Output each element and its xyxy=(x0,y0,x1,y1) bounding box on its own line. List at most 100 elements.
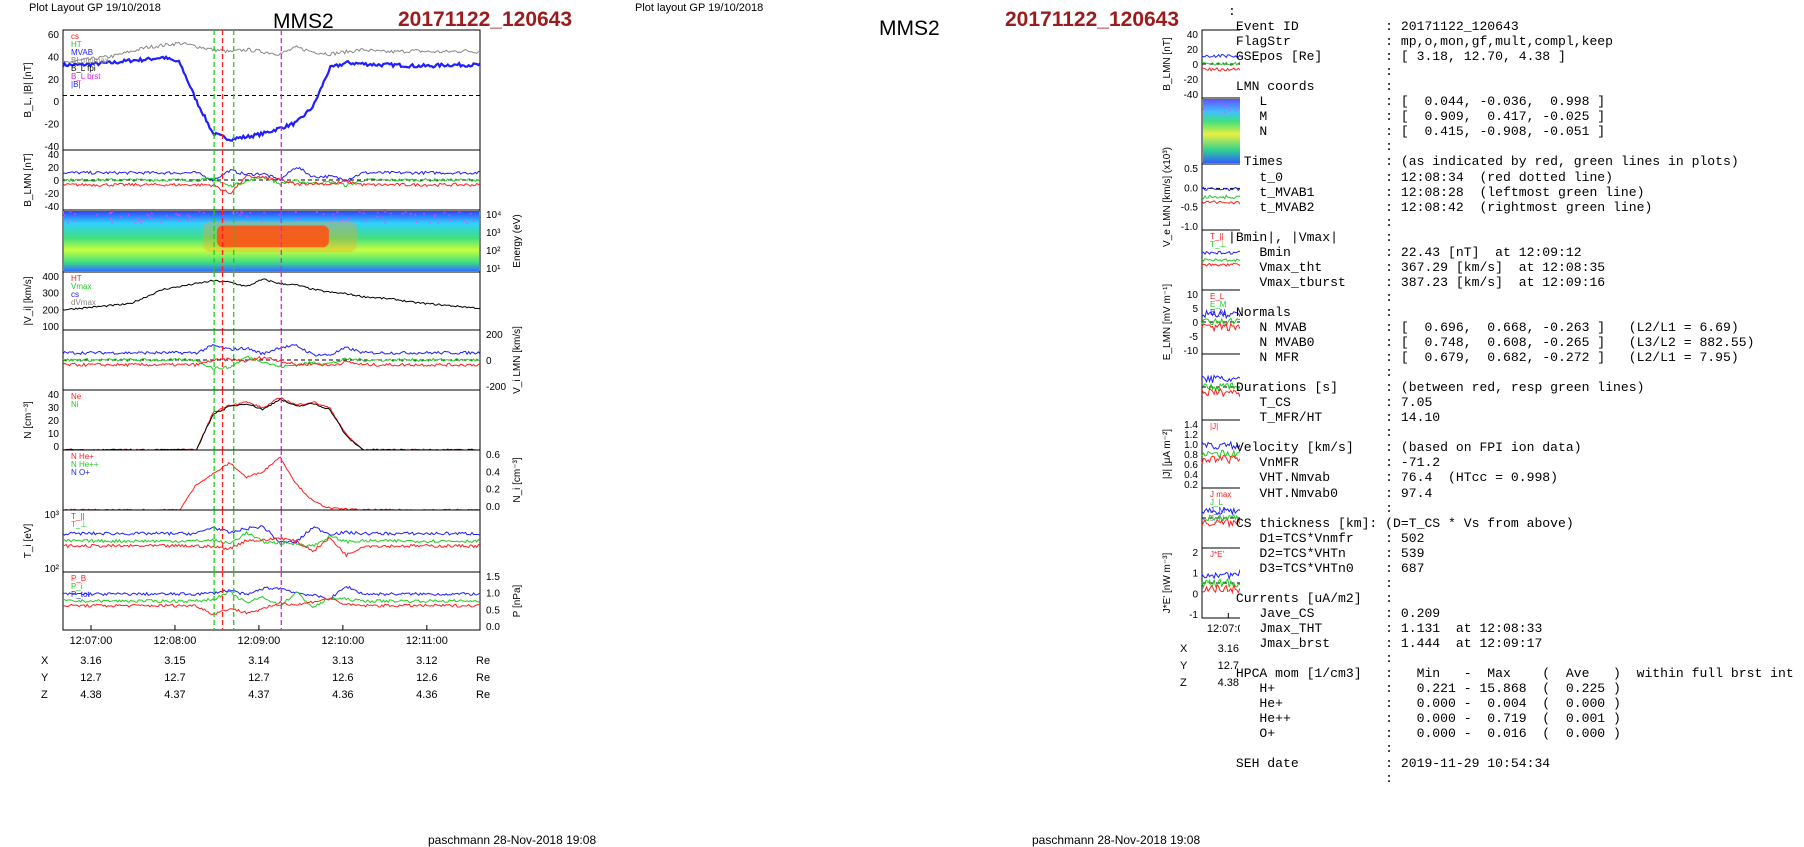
series-line xyxy=(62,585,481,601)
speckle xyxy=(376,216,379,219)
speckle xyxy=(108,212,111,215)
speckle xyxy=(1228,109,1231,112)
summary-line: N MVAB : [ 0.696, 0.668, -0.263 ] (L2/L1… xyxy=(1228,319,1739,335)
y-tick-label: 0.6 xyxy=(486,450,500,461)
legend-entry: Vmax xyxy=(71,282,91,291)
legend-entry: E_L xyxy=(1210,292,1225,301)
event-summary: : Event ID : 20171122_120643 FlagStr : m… xyxy=(1228,4,1794,786)
speckle xyxy=(150,212,153,215)
y-axis-label: B_LMN [nT] xyxy=(1162,37,1173,91)
pos-value: 3.16 xyxy=(1218,643,1239,655)
speckle xyxy=(176,214,179,217)
speckle xyxy=(166,214,169,217)
y-tick-label: 0.4 xyxy=(1184,470,1198,481)
panel-left-ViLMN: 200 0 -200 V_i LMN [km/s] xyxy=(62,326,523,394)
speckle xyxy=(140,219,143,222)
speckle xyxy=(186,214,189,217)
y-tick-label: 1.5 xyxy=(486,572,500,583)
y-tick-label: 1.2 xyxy=(1184,430,1198,441)
summary-line: T_MFR/HT : 14.10 xyxy=(1228,410,1441,426)
legend-entry: |J| xyxy=(1210,422,1218,431)
speckle xyxy=(202,212,205,215)
legend-entry: T_⊥ xyxy=(1210,240,1226,249)
pos-value: 3.16 xyxy=(80,655,101,667)
series-line xyxy=(62,525,481,544)
speckle xyxy=(96,213,99,216)
y-tick-label: 0 xyxy=(53,97,59,108)
speckle xyxy=(458,211,461,214)
speckle xyxy=(187,219,190,222)
speckle xyxy=(111,210,114,213)
summary-line: FlagStr : mp,o,mon,gf,mult,compl,keep xyxy=(1228,34,1614,50)
speckle xyxy=(140,221,143,224)
y-tick-label: 10 xyxy=(1187,290,1199,301)
panel-frame xyxy=(62,449,481,511)
pos-row-label: X xyxy=(41,655,49,667)
y-axis-label: B_LMN [nT] xyxy=(23,153,34,207)
pos-value: 3.13 xyxy=(332,655,353,667)
summary-line: D2=TCS*VHTn : 539 xyxy=(1228,545,1425,561)
y-tick-label: -0.5 xyxy=(1181,203,1199,214)
legend-entry: Ne xyxy=(71,392,82,401)
y-tick-label: -5 xyxy=(1189,332,1198,343)
series-line xyxy=(62,355,481,370)
pos-value: 3.15 xyxy=(164,655,185,667)
summary-line: t_MVAB2 : 12:08:42 (rightmost green line… xyxy=(1228,199,1653,215)
speckle xyxy=(336,211,339,214)
x-tick-label: 12:09:00 xyxy=(237,635,280,647)
pos-unit: Re xyxy=(476,672,490,684)
legend-entry: B_L fpi xyxy=(71,64,96,73)
summary-line: Durations [s] : (between red, resp green… xyxy=(1228,380,1645,396)
speckle xyxy=(74,219,77,222)
summary-line: GSEpos [Re] : [ 3.18, 12.70, 4.38 ] xyxy=(1228,49,1566,65)
summary-line: : xyxy=(1228,64,1394,80)
pos-row-label: Y xyxy=(41,672,49,684)
summary-line: Velocity [km/s] : (based on FPI ion data… xyxy=(1228,440,1582,456)
speckle xyxy=(449,219,452,222)
summary-line: Jave_CS : 0.209 xyxy=(1228,605,1441,621)
speckle xyxy=(473,220,476,223)
hot-band xyxy=(216,225,329,248)
y-axis-label: J*E' [nW m⁻³] xyxy=(1162,553,1173,614)
summary-line: CS thickness [km]: (D=T_CS * Vs from abo… xyxy=(1228,515,1574,531)
series-line xyxy=(62,591,481,609)
summary-line: Event ID : 20171122_120643 xyxy=(1228,19,1519,35)
speckle xyxy=(188,215,191,218)
legend-entry: N He++ xyxy=(71,460,99,469)
y-tick-label: 300 xyxy=(42,289,59,300)
footer-author: paschmann 28-Nov-2018 19:08 xyxy=(428,833,597,847)
y-tick-label: 20 xyxy=(1187,45,1199,56)
series-line xyxy=(62,175,481,188)
speckle xyxy=(136,217,139,220)
legend-entry: P_B xyxy=(71,574,86,583)
speckle xyxy=(383,210,386,213)
y-tick-label: 20 xyxy=(48,75,60,86)
pos-unit: Re xyxy=(476,689,490,701)
y-tick-label: 400 xyxy=(42,272,59,283)
time-axis: 12:07:0012:08:0012:09:0012:10:0012:11:00… xyxy=(1180,613,1240,689)
pos-value: 4.38 xyxy=(1218,677,1239,689)
summary-line: H+ : 0.221 - 15.868 ( 0.225 ) xyxy=(1228,681,1621,697)
pos-value: 4.36 xyxy=(416,689,437,701)
layout-label: Plot layout GP 19/10/2018 xyxy=(635,2,764,14)
speckle xyxy=(160,221,163,224)
summary-line: D1=TCS*Vnmfr : 502 xyxy=(1228,530,1425,546)
y-tick-label: 10⁴ xyxy=(486,210,501,221)
speckle xyxy=(146,213,149,216)
legend-entry: HT xyxy=(71,274,82,283)
y-tick-label: 40 xyxy=(48,52,60,63)
speckle xyxy=(127,213,130,216)
summary-line: : xyxy=(1228,4,1236,19)
spectrogram xyxy=(1203,99,1240,163)
summary-line: : xyxy=(1228,741,1394,757)
y-axis-label: B_L, |B| [nT] xyxy=(23,62,34,117)
y-axis-label: P [nPa] xyxy=(512,584,523,617)
y-tick-label: 20 xyxy=(48,163,60,174)
speckle xyxy=(74,212,77,215)
summary-line: : xyxy=(1228,425,1394,441)
speckle xyxy=(428,221,431,224)
y-tick-label: -200 xyxy=(486,382,506,393)
y-axis-label: Energy (eV) xyxy=(512,214,523,267)
speckle xyxy=(448,214,451,217)
